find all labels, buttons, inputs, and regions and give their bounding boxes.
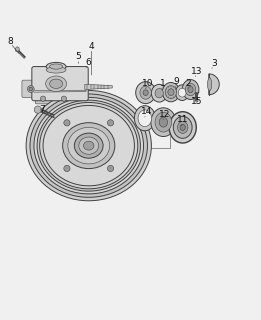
FancyBboxPatch shape xyxy=(22,80,41,98)
Text: 3: 3 xyxy=(211,59,217,68)
Text: 4: 4 xyxy=(88,42,94,51)
Ellipse shape xyxy=(50,79,63,89)
Ellipse shape xyxy=(46,62,66,71)
Ellipse shape xyxy=(173,116,192,138)
Text: 14: 14 xyxy=(140,107,152,116)
Ellipse shape xyxy=(43,106,134,186)
Polygon shape xyxy=(85,84,112,90)
Ellipse shape xyxy=(143,90,148,96)
Polygon shape xyxy=(15,47,19,52)
Ellipse shape xyxy=(207,78,212,91)
Text: 9: 9 xyxy=(173,77,179,86)
Ellipse shape xyxy=(74,133,103,158)
Ellipse shape xyxy=(155,112,172,132)
Ellipse shape xyxy=(155,89,163,98)
Ellipse shape xyxy=(177,121,188,133)
Circle shape xyxy=(195,100,198,102)
Ellipse shape xyxy=(151,84,167,102)
Circle shape xyxy=(29,87,33,91)
Ellipse shape xyxy=(79,137,99,154)
Ellipse shape xyxy=(136,82,156,104)
Circle shape xyxy=(64,165,70,172)
Ellipse shape xyxy=(182,80,199,100)
Text: 6: 6 xyxy=(86,58,92,67)
Ellipse shape xyxy=(180,124,185,131)
Circle shape xyxy=(64,120,70,126)
Ellipse shape xyxy=(46,67,66,73)
Ellipse shape xyxy=(34,97,144,194)
Ellipse shape xyxy=(188,86,193,93)
Ellipse shape xyxy=(162,83,180,102)
Text: 13: 13 xyxy=(191,67,203,76)
Ellipse shape xyxy=(169,112,196,143)
Ellipse shape xyxy=(140,86,151,99)
Ellipse shape xyxy=(46,76,67,92)
Circle shape xyxy=(34,106,41,113)
Circle shape xyxy=(108,120,114,126)
Ellipse shape xyxy=(68,127,110,164)
Ellipse shape xyxy=(63,123,115,169)
Text: 8: 8 xyxy=(8,37,13,46)
Ellipse shape xyxy=(175,85,189,100)
Circle shape xyxy=(40,96,46,101)
Text: 11: 11 xyxy=(177,115,188,124)
Ellipse shape xyxy=(159,117,168,127)
Text: 2: 2 xyxy=(185,78,191,87)
FancyBboxPatch shape xyxy=(35,93,72,104)
Ellipse shape xyxy=(50,64,63,69)
Ellipse shape xyxy=(84,141,94,150)
Text: 7: 7 xyxy=(39,105,45,114)
Ellipse shape xyxy=(134,106,155,131)
Ellipse shape xyxy=(30,94,147,197)
Text: 15: 15 xyxy=(191,97,203,106)
Text: 10: 10 xyxy=(142,78,153,87)
Ellipse shape xyxy=(168,89,174,96)
Ellipse shape xyxy=(178,88,186,97)
Ellipse shape xyxy=(37,100,140,191)
Text: 5: 5 xyxy=(75,52,81,61)
Text: 1: 1 xyxy=(160,78,166,87)
Ellipse shape xyxy=(40,102,138,189)
Text: 12: 12 xyxy=(159,110,170,119)
Ellipse shape xyxy=(151,108,176,137)
Ellipse shape xyxy=(138,110,152,127)
Circle shape xyxy=(61,96,67,101)
Ellipse shape xyxy=(26,91,151,201)
Circle shape xyxy=(108,165,114,172)
Ellipse shape xyxy=(185,83,196,96)
Polygon shape xyxy=(209,74,219,95)
FancyBboxPatch shape xyxy=(32,67,88,101)
Circle shape xyxy=(27,86,34,92)
Ellipse shape xyxy=(165,86,177,99)
